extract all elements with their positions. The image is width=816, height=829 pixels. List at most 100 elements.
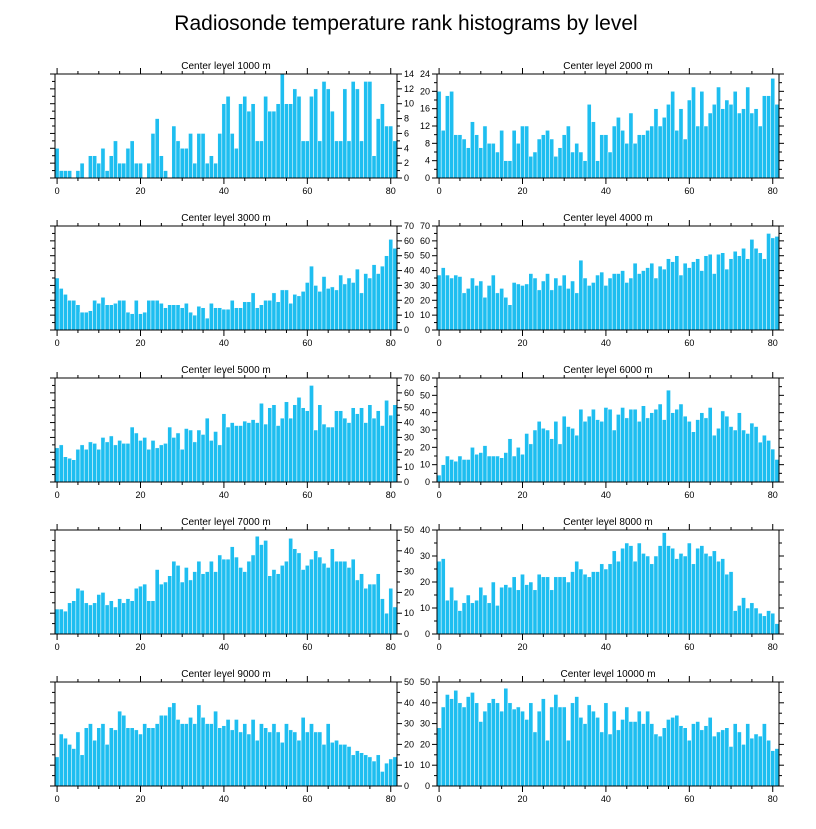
histogram-bar <box>75 449 81 483</box>
histogram-bar <box>271 569 277 635</box>
histogram-bar <box>636 542 642 635</box>
histogram-bar <box>645 555 650 635</box>
histogram-bar <box>213 431 218 483</box>
histogram-bar <box>440 130 446 179</box>
histogram-bar <box>129 140 135 179</box>
histogram-bar <box>661 268 667 331</box>
y-tick-label: 50 <box>404 251 414 261</box>
histogram-bar <box>603 285 609 331</box>
histogram-bar <box>661 117 667 179</box>
histogram-bar <box>695 419 701 483</box>
histogram-bar <box>163 715 168 787</box>
histogram-bar <box>503 687 509 787</box>
histogram-bar <box>146 727 152 787</box>
y-tick-label: 40 <box>420 266 430 276</box>
histogram-bar <box>616 560 621 635</box>
x-tick-label: 60 <box>684 186 694 196</box>
y-tick-label: 30 <box>404 432 414 442</box>
histogram-bar <box>712 273 717 331</box>
histogram-bar <box>532 429 538 483</box>
histogram-bar <box>436 474 442 483</box>
histogram-bar <box>582 160 588 179</box>
histogram-bar <box>317 291 323 331</box>
histogram-bar <box>79 590 85 635</box>
histogram-bar <box>54 277 60 331</box>
y-tick-label: 24 <box>420 69 430 79</box>
histogram-bar <box>213 571 218 635</box>
histogram-bar <box>113 303 118 331</box>
histogram-bar <box>707 555 713 635</box>
histogram-bar <box>628 721 634 787</box>
histogram-bar <box>532 589 538 635</box>
histogram-bar <box>263 300 268 331</box>
histogram-bar <box>325 426 331 483</box>
histogram-bar <box>355 413 360 483</box>
histogram-bar <box>167 706 173 787</box>
histogram-bar <box>238 425 243 483</box>
histogram-bar <box>196 305 202 331</box>
histogram-bar <box>113 140 118 179</box>
histogram-bar <box>67 300 72 331</box>
histogram-bar <box>620 270 625 331</box>
histogram-bar <box>209 723 214 787</box>
histogram-bar <box>346 422 352 483</box>
y-tick-label: 60 <box>420 373 430 383</box>
histogram-bar <box>292 88 298 179</box>
histogram-bar <box>599 563 605 635</box>
histogram-bar <box>92 739 97 787</box>
histogram-bar <box>686 542 692 635</box>
histogram-bar <box>495 151 500 179</box>
histogram-bar <box>699 729 705 787</box>
histogram-bar <box>79 754 85 787</box>
histogram-bar <box>238 307 243 331</box>
histogram-bar <box>359 752 364 787</box>
histogram-bar <box>58 444 64 483</box>
histogram-bar <box>309 385 314 483</box>
y-tick-label: 8 <box>404 114 409 124</box>
y-tick-label: 10 <box>420 310 430 320</box>
histogram-bar <box>384 612 389 635</box>
histogram-bar <box>728 746 734 787</box>
histogram-bar <box>380 103 385 179</box>
histogram-bar <box>465 696 471 787</box>
histogram-bar <box>246 301 252 331</box>
histogram-bar <box>63 737 68 787</box>
histogram-bar <box>259 544 264 635</box>
histogram-bar <box>716 428 721 483</box>
histogram-bar <box>267 407 273 483</box>
histogram-bar <box>113 729 118 787</box>
histogram-bar <box>578 717 584 787</box>
histogram-bar <box>138 733 143 787</box>
histogram-bar <box>712 104 717 179</box>
histogram-bar <box>453 274 459 331</box>
histogram-bar <box>591 282 596 331</box>
histogram-bar <box>159 444 164 483</box>
histogram-bar <box>486 285 492 331</box>
histogram-bar <box>250 554 256 635</box>
histogram-bar <box>607 733 613 787</box>
histogram-bar <box>292 548 298 635</box>
histogram-bar <box>242 420 248 483</box>
y-tick-label: 0 <box>404 173 409 183</box>
histogram-bar <box>175 140 181 179</box>
x-tick-label: 60 <box>684 642 694 652</box>
histogram-bar <box>175 719 181 787</box>
histogram-bar <box>71 459 77 483</box>
histogram-bar <box>624 282 630 331</box>
histogram-bar <box>188 717 193 787</box>
histogram-bar <box>541 428 546 483</box>
histogram-bar <box>275 573 281 635</box>
histogram-bar <box>171 702 177 787</box>
histogram-bar <box>204 317 210 331</box>
histogram-bar <box>695 547 701 635</box>
histogram-bar <box>125 148 131 179</box>
histogram-bar <box>363 754 369 787</box>
x-tick-label: 60 <box>302 186 312 196</box>
histogram-bar <box>271 404 277 483</box>
y-tick-label: 0 <box>404 325 409 335</box>
histogram-bar <box>490 581 496 635</box>
y-tick-label: 10 <box>404 99 414 109</box>
histogram-panel: Center level 3000 m 0 20 40 60 80 0 10 20 30 40 50 6… <box>50 213 414 348</box>
histogram-bar <box>304 282 310 331</box>
